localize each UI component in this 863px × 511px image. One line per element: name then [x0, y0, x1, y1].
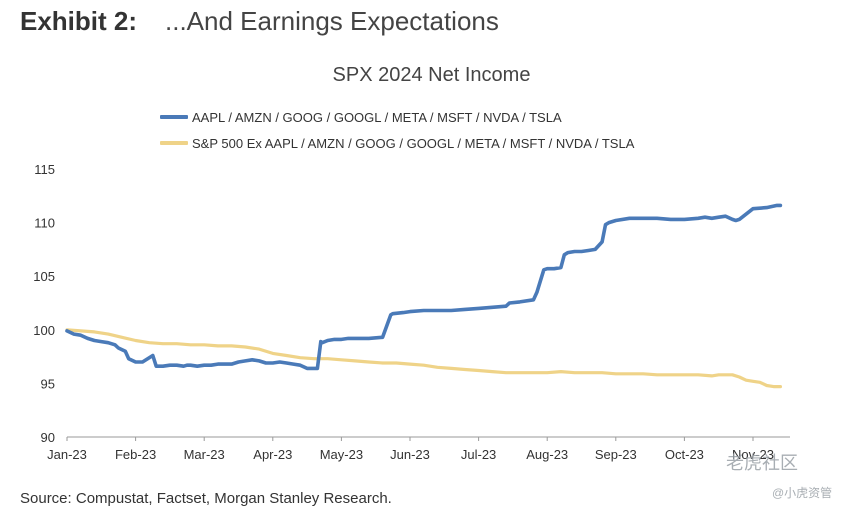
y-tick-label: 90 — [41, 430, 55, 445]
chart-axes: 90 95 100 105 110 115 Jan-23 Feb-23 Mar-23 Apr-23… — [33, 162, 790, 462]
x-tick-label: Apr-23 — [253, 447, 292, 462]
legend-label-mega-cap: AAPL / AMZN / GOOG / GOOGL / META / MSFT… — [192, 109, 562, 125]
x-tick-label: May-23 — [320, 447, 363, 462]
x-tick-label: Sep-23 — [595, 447, 637, 462]
exhibit-number: Exhibit 2: — [20, 6, 138, 36]
x-tick-label: Oct-23 — [665, 447, 704, 462]
series-line-mega-cap — [65, 203, 783, 371]
x-tick-label: Nov-23 — [732, 447, 774, 462]
legend-item-sp500-ex: S&P 500 Ex AAPL / AMZN / GOOG / GOOGL / … — [160, 130, 634, 156]
chart-series — [65, 203, 783, 389]
chart-legend: AAPL / AMZN / GOOG / GOOGL / META / MSFT… — [160, 104, 634, 156]
x-tick-label: Jan-23 — [47, 447, 87, 462]
x-tick-label: Mar-23 — [184, 447, 225, 462]
legend-swatch-mega-cap — [160, 115, 188, 119]
chart-title: SPX 2024 Net Income — [332, 64, 531, 86]
y-tick-label: 100 — [33, 323, 55, 338]
y-tick-label: 95 — [41, 376, 55, 391]
source-note: Source: Compustat, Factset, Morgan Stanl… — [20, 490, 392, 507]
legend-item-mega-cap: AAPL / AMZN / GOOG / GOOGL / META / MSFT… — [160, 104, 634, 130]
legend-label-sp500-ex: S&P 500 Ex AAPL / AMZN / GOOG / GOOGL / … — [192, 135, 635, 151]
legend-swatch-sp500-ex — [160, 141, 188, 145]
y-tick-label: 110 — [34, 216, 55, 231]
y-tick-label: 115 — [34, 162, 55, 177]
exhibit-heading: Exhibit 2: ...And Earnings Expectations — [20, 6, 499, 37]
watermark-logo-text: 老虎社区 — [726, 453, 798, 473]
x-tick-label: Jun-23 — [390, 447, 430, 462]
exhibit-title: ...And Earnings Expectations — [165, 6, 499, 36]
x-tick-label: Jul-23 — [461, 447, 496, 462]
x-tick-label: Aug-23 — [526, 447, 568, 462]
watermark-handle: @小虎资管 — [772, 486, 833, 500]
x-tick-label: Feb-23 — [115, 447, 156, 462]
y-tick-label: 105 — [33, 269, 55, 284]
series-line-sp500-ex — [65, 328, 782, 389]
